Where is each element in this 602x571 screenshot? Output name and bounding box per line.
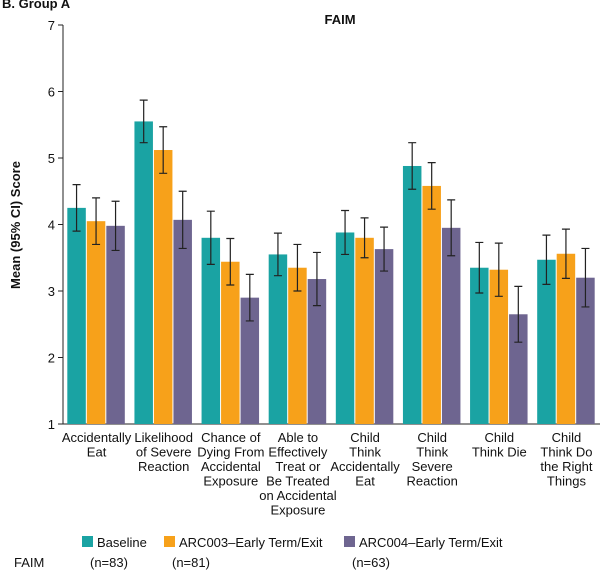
x-tick-label: Child Think Die: [472, 430, 527, 460]
error-bar: [178, 190, 187, 250]
legend-n: (n=63): [352, 555, 390, 570]
bar: [374, 249, 394, 424]
y-tick-label: 2: [48, 351, 55, 366]
bar: [173, 219, 192, 424]
bar: [441, 227, 461, 424]
error-bar: [514, 285, 523, 343]
bar: [489, 269, 509, 424]
y-tick-label: 7: [48, 18, 55, 33]
y-tick-label: 6: [48, 85, 55, 100]
x-tick-label: Able to Effectively Treat or Be Treated on A…: [259, 430, 336, 518]
error-bar: [92, 197, 101, 246]
bar: [268, 254, 288, 424]
x-tick-label: Child Think Severe Reaction: [407, 430, 458, 489]
error-bar: [561, 228, 570, 279]
error-bar: [475, 241, 484, 294]
error-bar: [273, 232, 282, 277]
bar: [86, 221, 106, 424]
x-tick-label: Child Think Do the Right Things: [540, 430, 592, 489]
y-tick-label: 3: [48, 284, 55, 299]
legend-n: (n=81): [172, 555, 210, 570]
error-bar: [312, 251, 321, 307]
bar: [153, 150, 173, 424]
chart-title: FAIM: [324, 12, 355, 27]
y-tick-label: 4: [48, 218, 55, 233]
error-bar: [159, 126, 168, 174]
bar: [221, 261, 240, 424]
y-tick-label: 1: [48, 417, 55, 432]
y-tick-label: 5: [48, 151, 55, 166]
bar: [402, 165, 422, 425]
bar: [470, 267, 489, 424]
bar: [307, 279, 327, 424]
legend-swatch: [82, 536, 93, 547]
bar: [288, 267, 307, 424]
error-bar: [542, 234, 551, 285]
error-bar: [581, 247, 590, 308]
error-bar: [494, 242, 503, 297]
bar: [335, 232, 355, 424]
legend-swatch: [344, 536, 355, 547]
bar: [201, 237, 221, 424]
error-bar: [447, 199, 456, 257]
error-bar: [111, 200, 120, 252]
x-tick-label: Accidentally Eat: [62, 430, 132, 460]
legend-title: FAIM: [14, 555, 44, 570]
bar: [537, 259, 556, 424]
bar: [355, 237, 374, 424]
panel-label: B. Group A: [2, 0, 71, 11]
x-tick-label: Child Think Accidentally Eat: [330, 430, 400, 489]
bar: [67, 207, 86, 424]
bar: [509, 314, 528, 424]
legend-swatch: [164, 536, 175, 547]
error-bar: [293, 243, 302, 292]
error-bar: [226, 237, 235, 286]
error-bar: [206, 210, 215, 265]
bar: [556, 253, 576, 424]
error-bar: [72, 184, 81, 232]
bar: [576, 277, 595, 424]
legend-n: (n=83): [90, 555, 128, 570]
error-bar: [245, 273, 254, 322]
error-bar: [341, 209, 350, 256]
error-bar: [408, 142, 417, 190]
legend-label: ARC003–Early Term/Exit: [179, 535, 323, 550]
legend-label: Baseline: [97, 535, 147, 550]
error-bar: [139, 99, 148, 144]
y-axis-label: Mean (95% CI) Score: [8, 161, 23, 289]
bar: [134, 121, 153, 425]
legend-label: ARC004–Early Term/Exit: [359, 535, 503, 550]
error-bar: [380, 226, 389, 272]
bar: [422, 185, 441, 424]
x-tick-label: Chance of Dying From Accidental Exposure: [197, 430, 264, 489]
error-bar: [360, 217, 369, 259]
x-tick-label: Likelihood of Severe Reaction: [134, 430, 193, 474]
bar: [106, 225, 125, 424]
bar: [240, 297, 260, 424]
error-bar: [427, 162, 436, 210]
